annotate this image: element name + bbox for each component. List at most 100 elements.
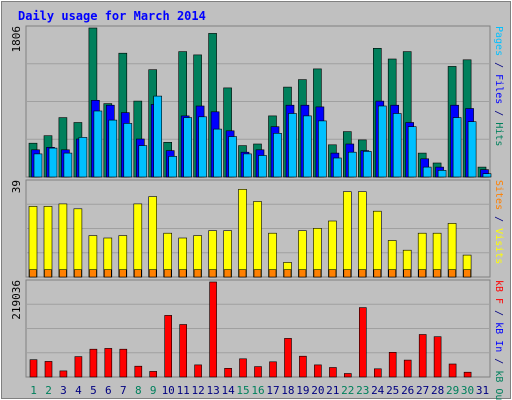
- x-tick-label: 30: [461, 384, 474, 397]
- hits-bar-pages-22: [347, 151, 357, 178]
- visits-bar-sites-16: [253, 269, 262, 278]
- visits-bar-visits-24: [372, 210, 382, 278]
- x-tick-label: 5: [90, 384, 97, 397]
- hits-legend-part: Pages: [493, 26, 504, 56]
- visits-bar-sites-6: [104, 269, 112, 278]
- kbytes-bar-kbytes-14: [224, 367, 232, 378]
- kbytes-legend-part: /: [493, 304, 504, 322]
- kbytes-bar-kbytes-5: [89, 348, 98, 378]
- visits-legend: Sites / Visits: [493, 180, 504, 264]
- kbytes-bar-kbytes-21: [329, 367, 337, 378]
- hits-bar-pages-30: [467, 121, 477, 178]
- kbytes-legend-part: kB F: [493, 280, 504, 304]
- hits-bar-pages-14: [228, 136, 237, 178]
- visits-bar-visits-15: [238, 189, 247, 278]
- kbytes-legend-part: kB Out: [493, 370, 504, 400]
- visits-bar-sites-13: [208, 269, 217, 278]
- x-tick-label: 17: [266, 384, 279, 397]
- x-tick-label: 23: [356, 384, 369, 397]
- visits-bar-sites-25: [388, 269, 397, 278]
- kbytes-bar-kbytes-9: [149, 371, 157, 378]
- visits-bar-sites-12: [193, 269, 202, 278]
- kbytes-bar-kbytes-7: [119, 348, 128, 378]
- visits-panel: [25, 179, 491, 278]
- kbytes-legend-part: /: [493, 352, 504, 370]
- x-tick-label: 11: [177, 384, 190, 397]
- kbytes-panel: [25, 279, 491, 378]
- hits-bar-pages-11: [183, 117, 192, 178]
- x-tick-label: 28: [431, 384, 444, 397]
- hits-bar-pages-10: [168, 156, 177, 178]
- x-tick-label: 14: [221, 384, 235, 397]
- hits-panel: [25, 25, 492, 178]
- x-tick-label: 3: [60, 384, 67, 397]
- x-tick-label: 10: [162, 384, 175, 397]
- x-axis-labels: 1 2 3 4 5 6 7 8 9 10 11 12 13 14 15 16 17 18 19 20 21 22 23 24 2…: [30, 384, 489, 397]
- hits-bar-pages-24: [377, 105, 387, 178]
- hits-legend-part: /: [493, 104, 504, 122]
- visits-bar-sites-23: [358, 269, 367, 278]
- visits-bar-sites-2: [44, 269, 52, 278]
- kbytes-bar-kbytes-6: [104, 348, 113, 378]
- x-tick-label: 21: [326, 384, 339, 397]
- hits-bar-pages-19: [303, 115, 312, 178]
- x-tick-label: 8: [135, 384, 142, 397]
- x-tick-label: 7: [120, 384, 127, 397]
- visits-bar-sites-15: [238, 269, 247, 278]
- visits-bar-sites-30: [463, 269, 471, 278]
- visits-legend-part: Visits: [493, 228, 504, 264]
- x-tick-label: 24: [371, 384, 385, 397]
- visits-bar-visits-16: [253, 201, 262, 278]
- visits-bar-sites-3: [59, 269, 67, 278]
- visits-bar-sites-24: [373, 269, 382, 278]
- visits-bar-sites-18: [283, 269, 292, 278]
- visits-bar-sites-7: [119, 269, 127, 278]
- hits-bar-pages-3: [63, 152, 73, 178]
- hits-bar-pages-26: [407, 126, 417, 178]
- hits-bar-pages-16: [258, 155, 267, 178]
- visits-bar-visits-1: [28, 206, 38, 278]
- visits-bar-visits-29: [447, 223, 457, 278]
- hits-bar-pages-23: [362, 151, 372, 178]
- kbytes-bar-kbytes-19: [299, 355, 307, 378]
- x-tick-label: 25: [386, 384, 399, 397]
- kbytes-ymax-label: 219036: [10, 280, 23, 320]
- x-tick-label: 4: [75, 384, 82, 397]
- visits-bar-visits-4: [73, 208, 83, 278]
- visits-bar-sites-11: [178, 269, 187, 278]
- hits-bar-pages-25: [392, 113, 402, 178]
- hits-bar-pages-4: [78, 137, 88, 178]
- visits-legend-part: Sites: [493, 180, 504, 210]
- visits-bar-visits-8: [133, 203, 143, 278]
- x-tick-label: 13: [206, 384, 219, 397]
- visits-bar-visits-2: [43, 206, 53, 278]
- kbytes-bar-kbytes-22: [343, 373, 352, 378]
- kbytes-bar-kbytes-30: [463, 371, 472, 378]
- visits-bar-sites-10: [163, 269, 172, 278]
- hits-bar-pages-15: [243, 153, 252, 178]
- x-tick-label: 15: [236, 384, 249, 397]
- hits-bar-pages-12: [198, 116, 207, 178]
- hits-bar-pages-20: [318, 120, 327, 178]
- visits-bar-visits-3: [58, 203, 68, 278]
- kbytes-legend-part: kB In: [493, 322, 504, 352]
- kbytes-bar-kbytes-28: [433, 336, 442, 378]
- x-tick-label: 19: [296, 384, 309, 397]
- hits-bar-pages-7: [123, 123, 133, 178]
- visits-legend-part: /: [493, 210, 504, 228]
- kbytes-bar-kbytes-2: [44, 361, 53, 378]
- visits-bar-sites-26: [403, 269, 412, 278]
- visits-bar-sites-27: [418, 269, 427, 278]
- x-tick-label: 22: [341, 384, 354, 397]
- visits-bar-sites-22: [343, 269, 352, 278]
- hits-bar-pages-28: [437, 170, 447, 178]
- hits-bar-pages-8: [138, 145, 148, 178]
- hits-bar-pages-18: [288, 113, 297, 178]
- visits-bar-sites-17: [268, 269, 277, 278]
- kbytes-bar-kbytes-8: [134, 365, 143, 378]
- visits-bar-sites-20: [313, 269, 322, 278]
- hits-bar-pages-31: [482, 173, 492, 178]
- visits-ymax-label: 39: [10, 180, 23, 193]
- hits-legend-part: Files: [493, 74, 504, 104]
